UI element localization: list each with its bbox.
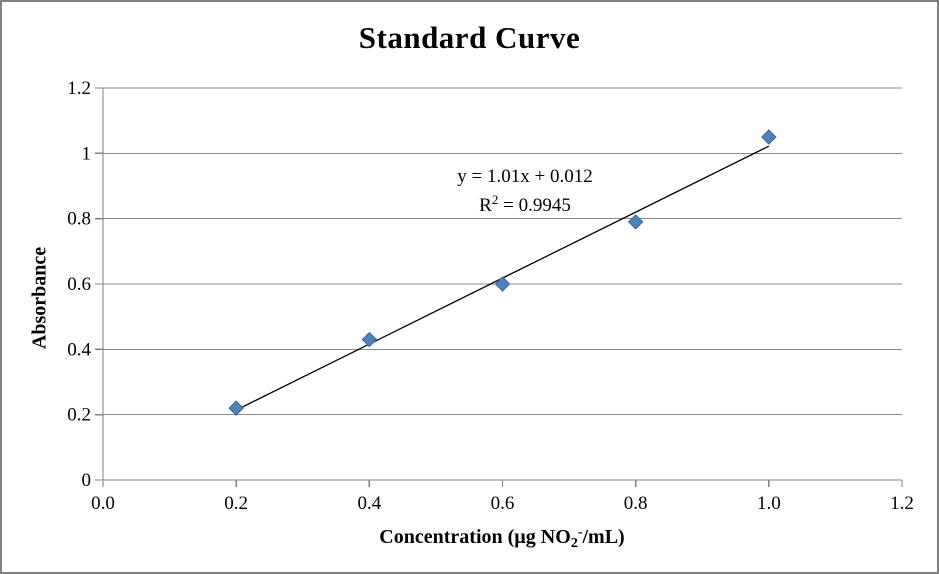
y-tick-label: 0.6	[67, 274, 91, 295]
y-tick-label: 0.4	[67, 339, 91, 360]
trendline-equation: y = 1.01x + 0.012	[457, 166, 593, 187]
chart-title: Standard Curve	[358, 20, 581, 55]
data-point-marker	[627, 214, 644, 230]
x-tick-label: 0.4	[357, 493, 381, 514]
trendline-annotation: y = 1.01x + 0.012 R2 = 0.9945	[457, 165, 592, 217]
x-tick-label: 0.6	[491, 493, 515, 514]
y-tick-label: 1.2	[67, 78, 91, 99]
data-point-marker	[361, 331, 378, 348]
x-tick-label: 0.0	[91, 493, 115, 514]
nitrite-superscript-minus: -	[577, 525, 583, 540]
data-point-marker	[494, 276, 511, 292]
nitrite-subscript: 2	[570, 536, 578, 551]
data-point-marker	[228, 400, 244, 416]
x-tick-label: 1.2	[890, 493, 914, 514]
x-tick-label: 1.0	[757, 493, 781, 514]
data-point-marker	[761, 129, 777, 145]
y-tick-label: 0.8	[67, 209, 91, 230]
y-tick-label: 0	[82, 470, 92, 491]
y-tick-label: 0.2	[67, 405, 91, 426]
r-squared-exponent: 2	[491, 192, 499, 207]
x-tick-label: 0.2	[224, 493, 248, 514]
r-squared-label: R2 = 0.9945	[479, 192, 571, 216]
x-axis-title: Concentration (µg NO2-/mL)	[379, 525, 625, 551]
x-tick-label: 0.8	[624, 493, 648, 514]
y-tick-label: 1	[82, 143, 92, 164]
